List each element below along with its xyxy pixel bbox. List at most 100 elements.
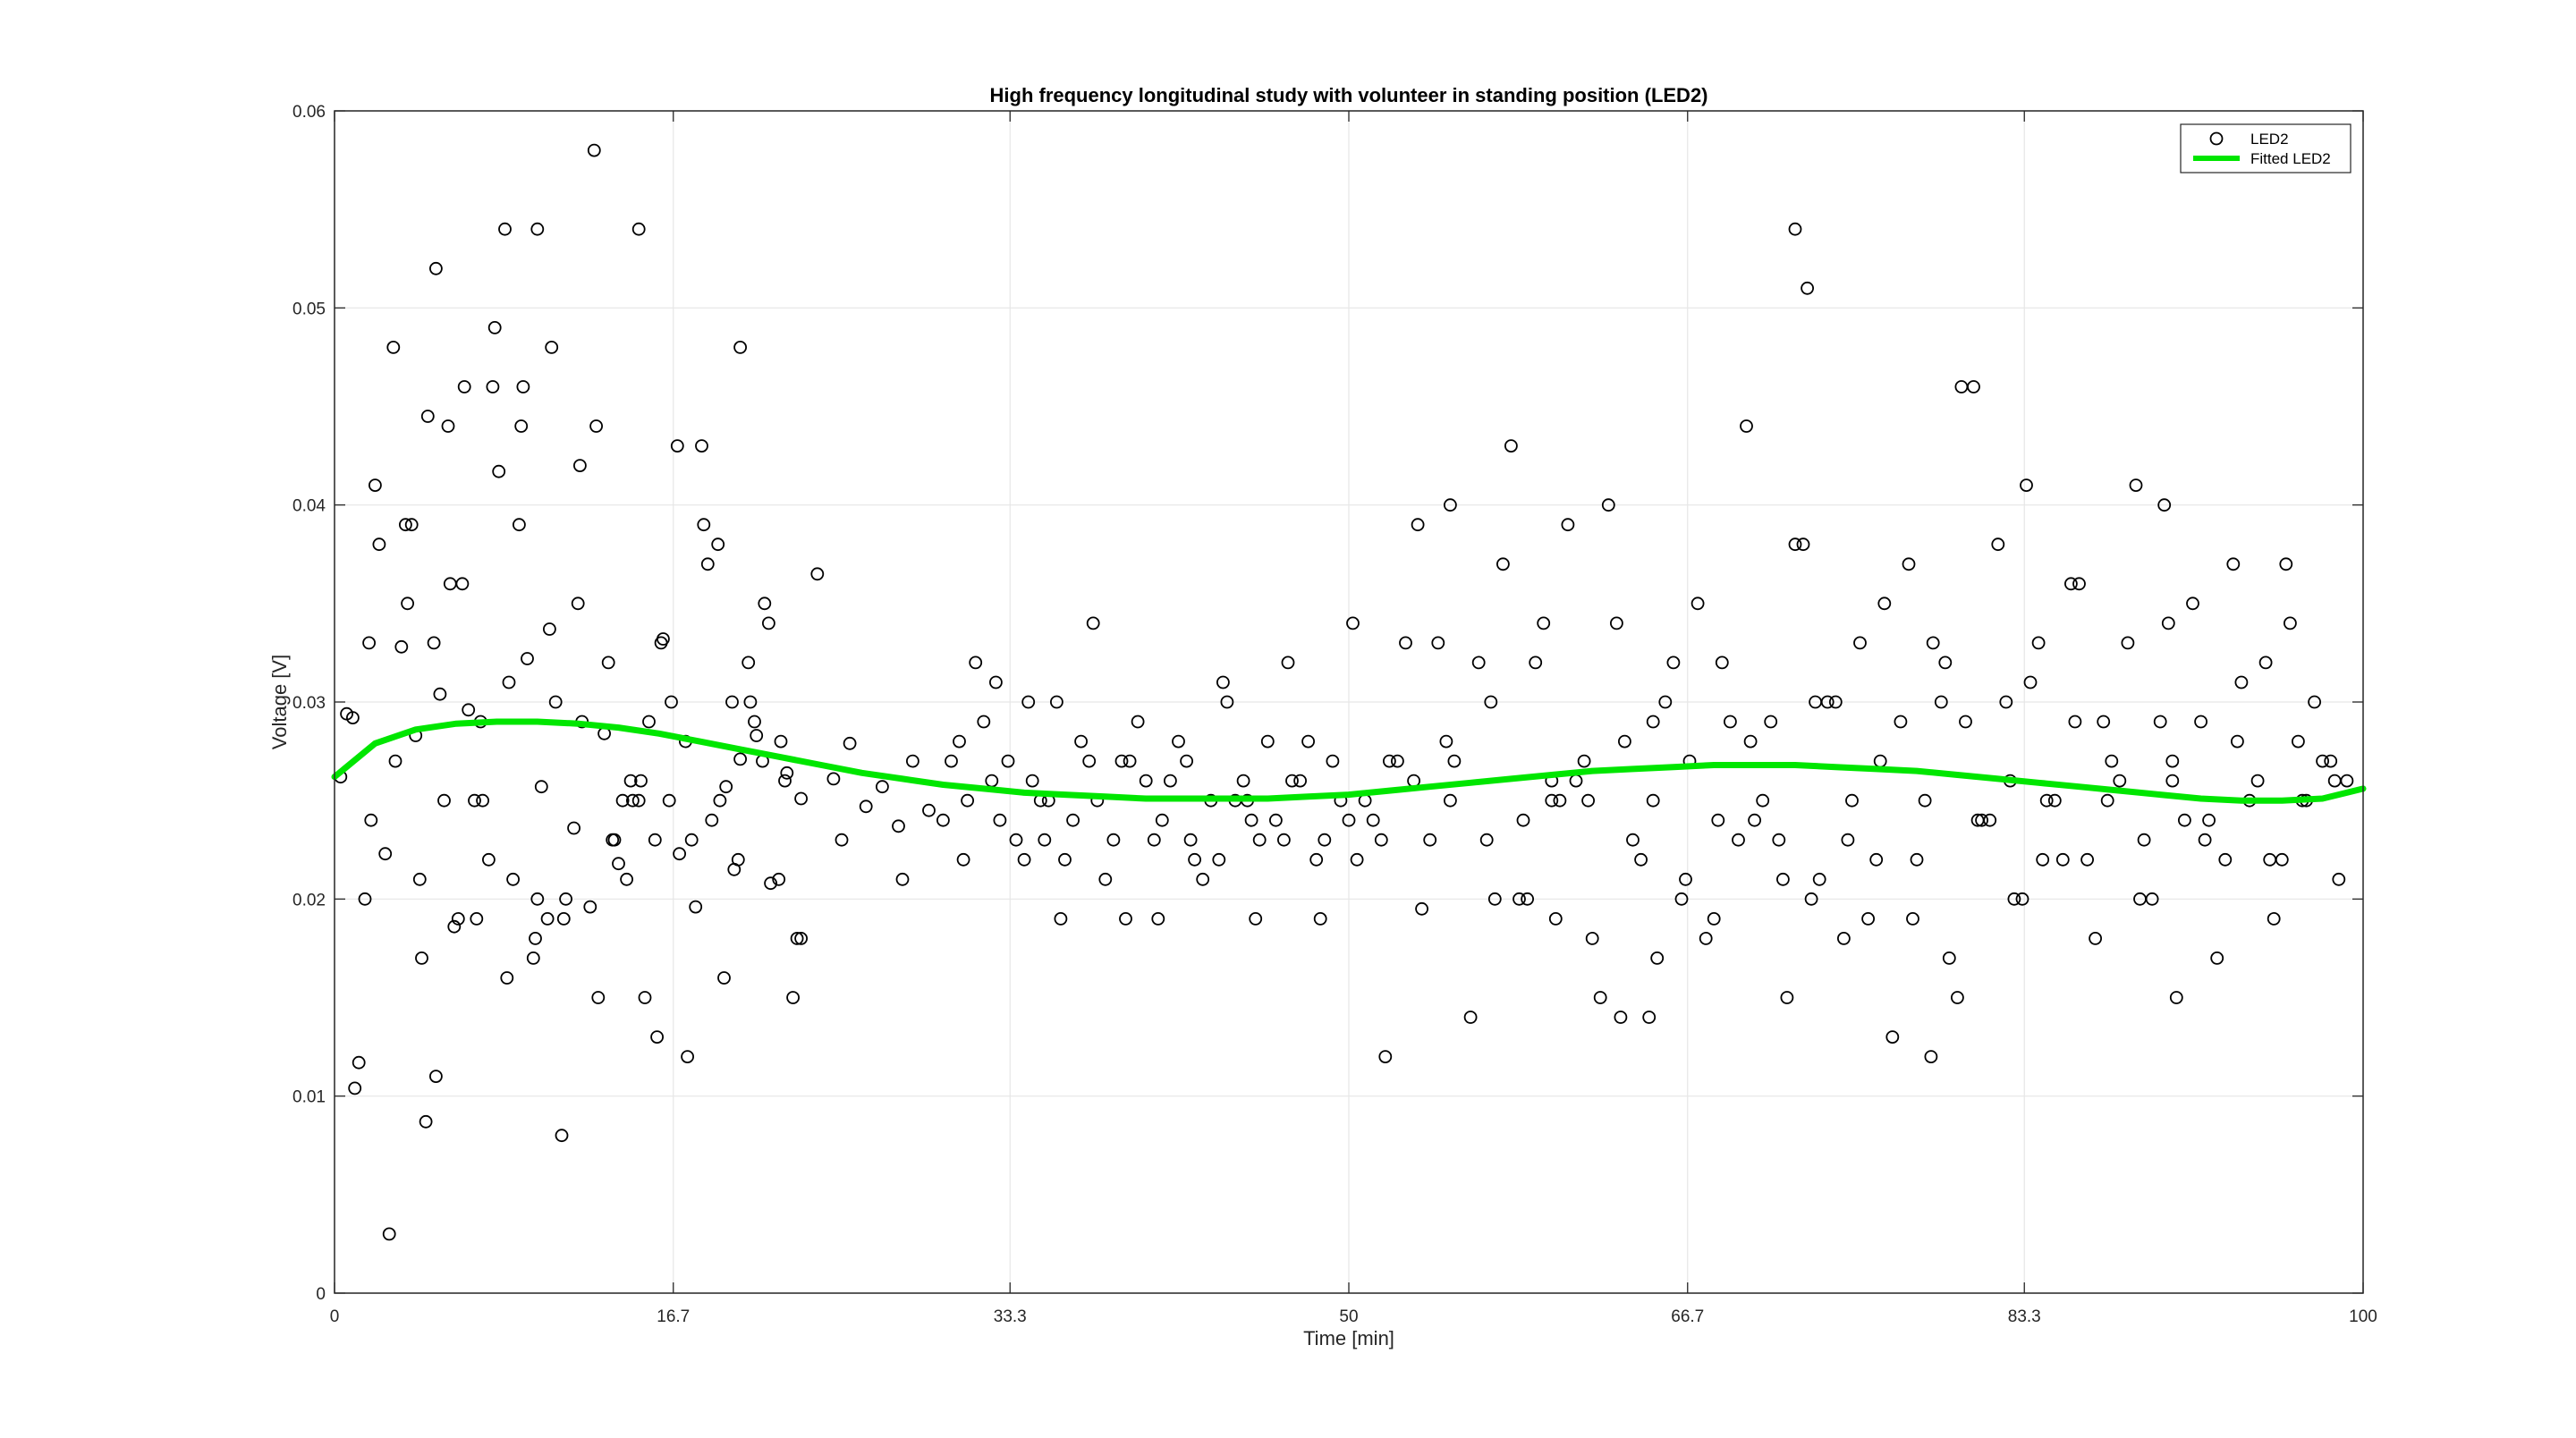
data-point bbox=[1444, 498, 1457, 512]
data-point bbox=[1309, 852, 1324, 867]
data-point bbox=[1934, 695, 1948, 709]
data-point bbox=[607, 833, 622, 847]
data-point bbox=[1444, 793, 1457, 808]
data-point bbox=[1471, 656, 1486, 670]
data-point bbox=[1463, 1011, 1478, 1024]
data-point bbox=[2308, 695, 2322, 709]
data-point bbox=[2055, 852, 2070, 867]
x-tick-label: 100 bbox=[2349, 1307, 2377, 1326]
data-point bbox=[589, 419, 603, 433]
data-point bbox=[394, 639, 409, 654]
data-point bbox=[1548, 912, 1563, 926]
data-point bbox=[1326, 754, 1340, 768]
data-point bbox=[2186, 596, 2199, 611]
data-point bbox=[741, 656, 756, 670]
data-point bbox=[1212, 852, 1226, 867]
data-point bbox=[2023, 675, 2038, 689]
data-point bbox=[2165, 774, 2180, 788]
data-point bbox=[1050, 695, 1063, 709]
data-point bbox=[1313, 912, 1327, 926]
data-point bbox=[876, 780, 889, 794]
data-point bbox=[631, 222, 646, 236]
data-point bbox=[922, 803, 936, 817]
data-point bbox=[1318, 833, 1332, 847]
data-point bbox=[1374, 833, 1388, 847]
data-point bbox=[2324, 754, 2338, 768]
data-point bbox=[428, 1070, 443, 1083]
data-point bbox=[1009, 833, 1023, 847]
data-point bbox=[462, 703, 476, 717]
data-point bbox=[386, 340, 401, 354]
data-point bbox=[1772, 833, 1786, 847]
data-point bbox=[1513, 892, 1526, 906]
data-point bbox=[612, 857, 625, 871]
data-point bbox=[906, 754, 919, 768]
x-tick-label: 16.7 bbox=[657, 1307, 690, 1326]
y-tick-label: 0.03 bbox=[292, 694, 326, 713]
data-point bbox=[555, 1129, 569, 1143]
data-point bbox=[516, 380, 530, 393]
data-point bbox=[1188, 852, 1201, 867]
data-point bbox=[2327, 774, 2342, 788]
data-point bbox=[794, 791, 808, 806]
data-point bbox=[437, 793, 451, 808]
data-point bbox=[1285, 774, 1299, 788]
data-point bbox=[762, 616, 775, 630]
data-point bbox=[482, 852, 496, 867]
data-point bbox=[583, 900, 597, 914]
data-point bbox=[2250, 774, 2265, 788]
data-point bbox=[571, 596, 585, 611]
data-point bbox=[1642, 1011, 1657, 1024]
data-point bbox=[2039, 793, 2054, 808]
data-point bbox=[1504, 439, 1518, 453]
data-point bbox=[1114, 754, 1129, 768]
data-point bbox=[794, 932, 808, 945]
data-point bbox=[650, 1030, 664, 1044]
data-point bbox=[743, 695, 758, 709]
data-point bbox=[1970, 813, 1985, 827]
data-point bbox=[457, 380, 471, 393]
data-point bbox=[1999, 695, 2013, 709]
data-point bbox=[717, 971, 731, 985]
data-point bbox=[348, 1081, 362, 1095]
data-point bbox=[1975, 813, 1989, 827]
data-point bbox=[1634, 852, 1648, 867]
data-point bbox=[1066, 813, 1080, 827]
data-point bbox=[1950, 991, 1964, 1004]
data-point bbox=[513, 518, 526, 532]
data-point bbox=[1139, 774, 1153, 788]
data-point bbox=[892, 819, 905, 833]
data-point bbox=[705, 813, 719, 827]
data-point bbox=[441, 419, 455, 433]
data-point bbox=[530, 222, 545, 236]
data-point bbox=[1926, 636, 1940, 650]
data-point bbox=[1954, 380, 1969, 393]
data-point bbox=[1058, 852, 1072, 867]
legend: LED2 Fitted LED2 bbox=[2180, 123, 2351, 173]
data-point bbox=[1021, 695, 1036, 709]
data-point bbox=[2063, 577, 2078, 591]
data-point bbox=[1938, 656, 1953, 670]
data-point bbox=[1553, 793, 1567, 808]
data-point bbox=[420, 410, 435, 423]
data-point bbox=[758, 596, 772, 611]
axes-box bbox=[334, 110, 2364, 1294]
data-point bbox=[1674, 892, 1689, 906]
scatter-series-led2 bbox=[334, 143, 2354, 1241]
data-point bbox=[1845, 793, 1859, 808]
data-point bbox=[401, 596, 415, 611]
data-point bbox=[1626, 833, 1640, 847]
data-point bbox=[2291, 734, 2305, 749]
data-point bbox=[1690, 596, 1705, 611]
data-point bbox=[1780, 991, 1794, 1004]
x-tick-label: 0 bbox=[330, 1307, 340, 1326]
data-point bbox=[1244, 813, 1258, 827]
legend-marker-led2 bbox=[2209, 131, 2224, 146]
data-point bbox=[1484, 695, 1498, 709]
data-point bbox=[1025, 774, 1039, 788]
data-point bbox=[559, 892, 572, 906]
y-tick-label: 0.02 bbox=[292, 891, 326, 909]
data-point bbox=[969, 656, 983, 670]
data-point bbox=[1017, 852, 1031, 867]
